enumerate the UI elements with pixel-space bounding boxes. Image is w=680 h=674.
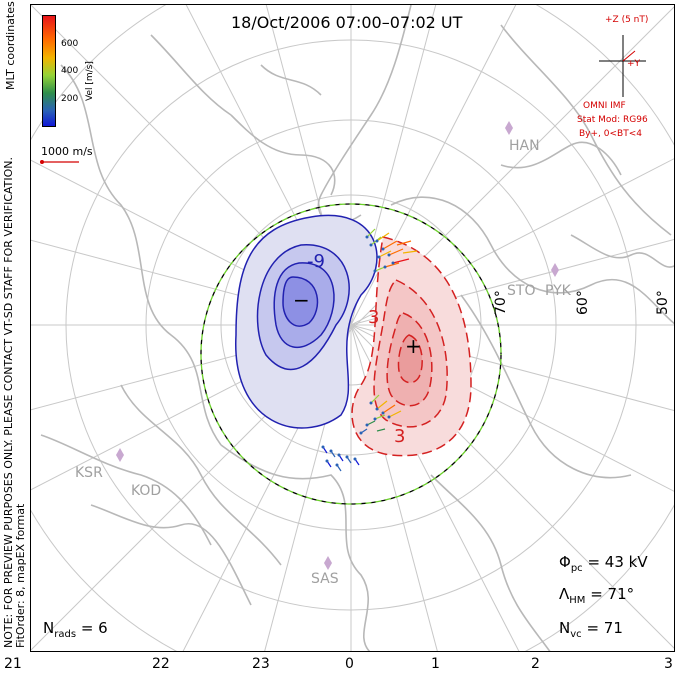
- velocity-vectors: [322, 228, 418, 472]
- reference-vector: [40, 160, 79, 164]
- colorbar-tick-400: 400: [61, 66, 79, 76]
- polar-map: -9 3 3 − + 70° 60° 50° HAN STO PYK KSR K…: [31, 5, 674, 651]
- n-vc-symbol: N: [559, 619, 571, 637]
- mlt-hour-22: 22: [152, 656, 170, 672]
- station-markers: [116, 121, 559, 570]
- mlt-hour-0: 0: [345, 656, 354, 672]
- n-rads-symbol: N: [43, 619, 55, 637]
- station-sto: STO: [507, 283, 535, 299]
- n-vc-value: = 71: [586, 619, 623, 637]
- contour-label-positive-lower: 3: [394, 426, 405, 447]
- coordinate-system-label: MLT coordinates: [4, 1, 17, 90]
- contour-label-positive: 3: [368, 307, 379, 328]
- fit-order-note: FitOrder: 8, mapEX format: [14, 503, 27, 648]
- vector-origins: [321, 235, 395, 467]
- imf-bz-label: +Z (5 nT): [605, 15, 649, 25]
- negative-convection-cell: [235, 214, 378, 429]
- n-rads-value: = 6: [80, 619, 108, 637]
- imf-condition: By+, 0<BT<4: [579, 129, 642, 139]
- velocity-colorbar: [42, 15, 56, 127]
- mlt-hour-21: 21: [4, 656, 22, 672]
- colorbar-label: Vel [m/s]: [85, 61, 95, 101]
- n-vc-sub: vc: [570, 629, 582, 640]
- phi-pc-value: = 43 kV: [587, 553, 648, 571]
- station-ksr: KSR: [75, 465, 103, 481]
- potential-min-marker: −: [293, 288, 310, 312]
- coastlines: [40, 5, 674, 651]
- n-rads-stat: Nrads = 6: [43, 619, 108, 640]
- mlt-hour-1: 1: [431, 656, 440, 672]
- lambda-hm-value: = 71°: [590, 585, 635, 603]
- reference-vector-label: 1000 m/s: [41, 145, 93, 158]
- phi-pc-sub: pc: [570, 563, 583, 574]
- mlt-hour-3: 3: [664, 656, 673, 672]
- mlt-hour-2: 2: [531, 656, 540, 672]
- phi-pc-stat: Φpc = 43 kV: [559, 553, 648, 574]
- n-rads-sub: rads: [54, 629, 77, 640]
- lambda-hm-stat: ΛHM = 71°: [559, 585, 634, 606]
- phi-pc-symbol: Φ: [559, 553, 571, 571]
- colorbar-tick-600: 600: [61, 39, 79, 49]
- imf-dial: [599, 35, 646, 97]
- imf-by-label: +Y: [627, 59, 641, 69]
- mlt-hour-23: 23: [252, 656, 270, 672]
- lat-label-60: 60°: [575, 290, 591, 315]
- imf-source: OMNI IMF: [583, 101, 626, 111]
- station-kod: KOD: [131, 483, 161, 499]
- station-han: HAN: [509, 138, 540, 154]
- station-sas: SAS: [311, 571, 339, 587]
- longitude-spokes: [31, 5, 674, 651]
- lambda-hm-symbol: Λ: [559, 585, 570, 603]
- lat-label-50: 50°: [655, 290, 671, 315]
- n-vc-stat: Nvc = 71: [559, 619, 623, 640]
- lambda-hm-sub: HM: [569, 595, 586, 606]
- contour-label-negative: -9: [307, 251, 325, 272]
- positive-convection-cell: [351, 236, 472, 457]
- imf-model: Stat Mod: RG96: [577, 115, 648, 125]
- potential-max-marker: +: [405, 334, 422, 358]
- map-panel: -9 3 3 − + 70° 60° 50° HAN STO PYK KSR K…: [30, 4, 675, 652]
- colorbar-tick-200: 200: [61, 94, 79, 104]
- station-pyk: PYK: [545, 283, 572, 299]
- lat-label-70: 70°: [493, 290, 509, 315]
- map-title: 18/Oct/2006 07:00–07:02 UT: [231, 13, 463, 32]
